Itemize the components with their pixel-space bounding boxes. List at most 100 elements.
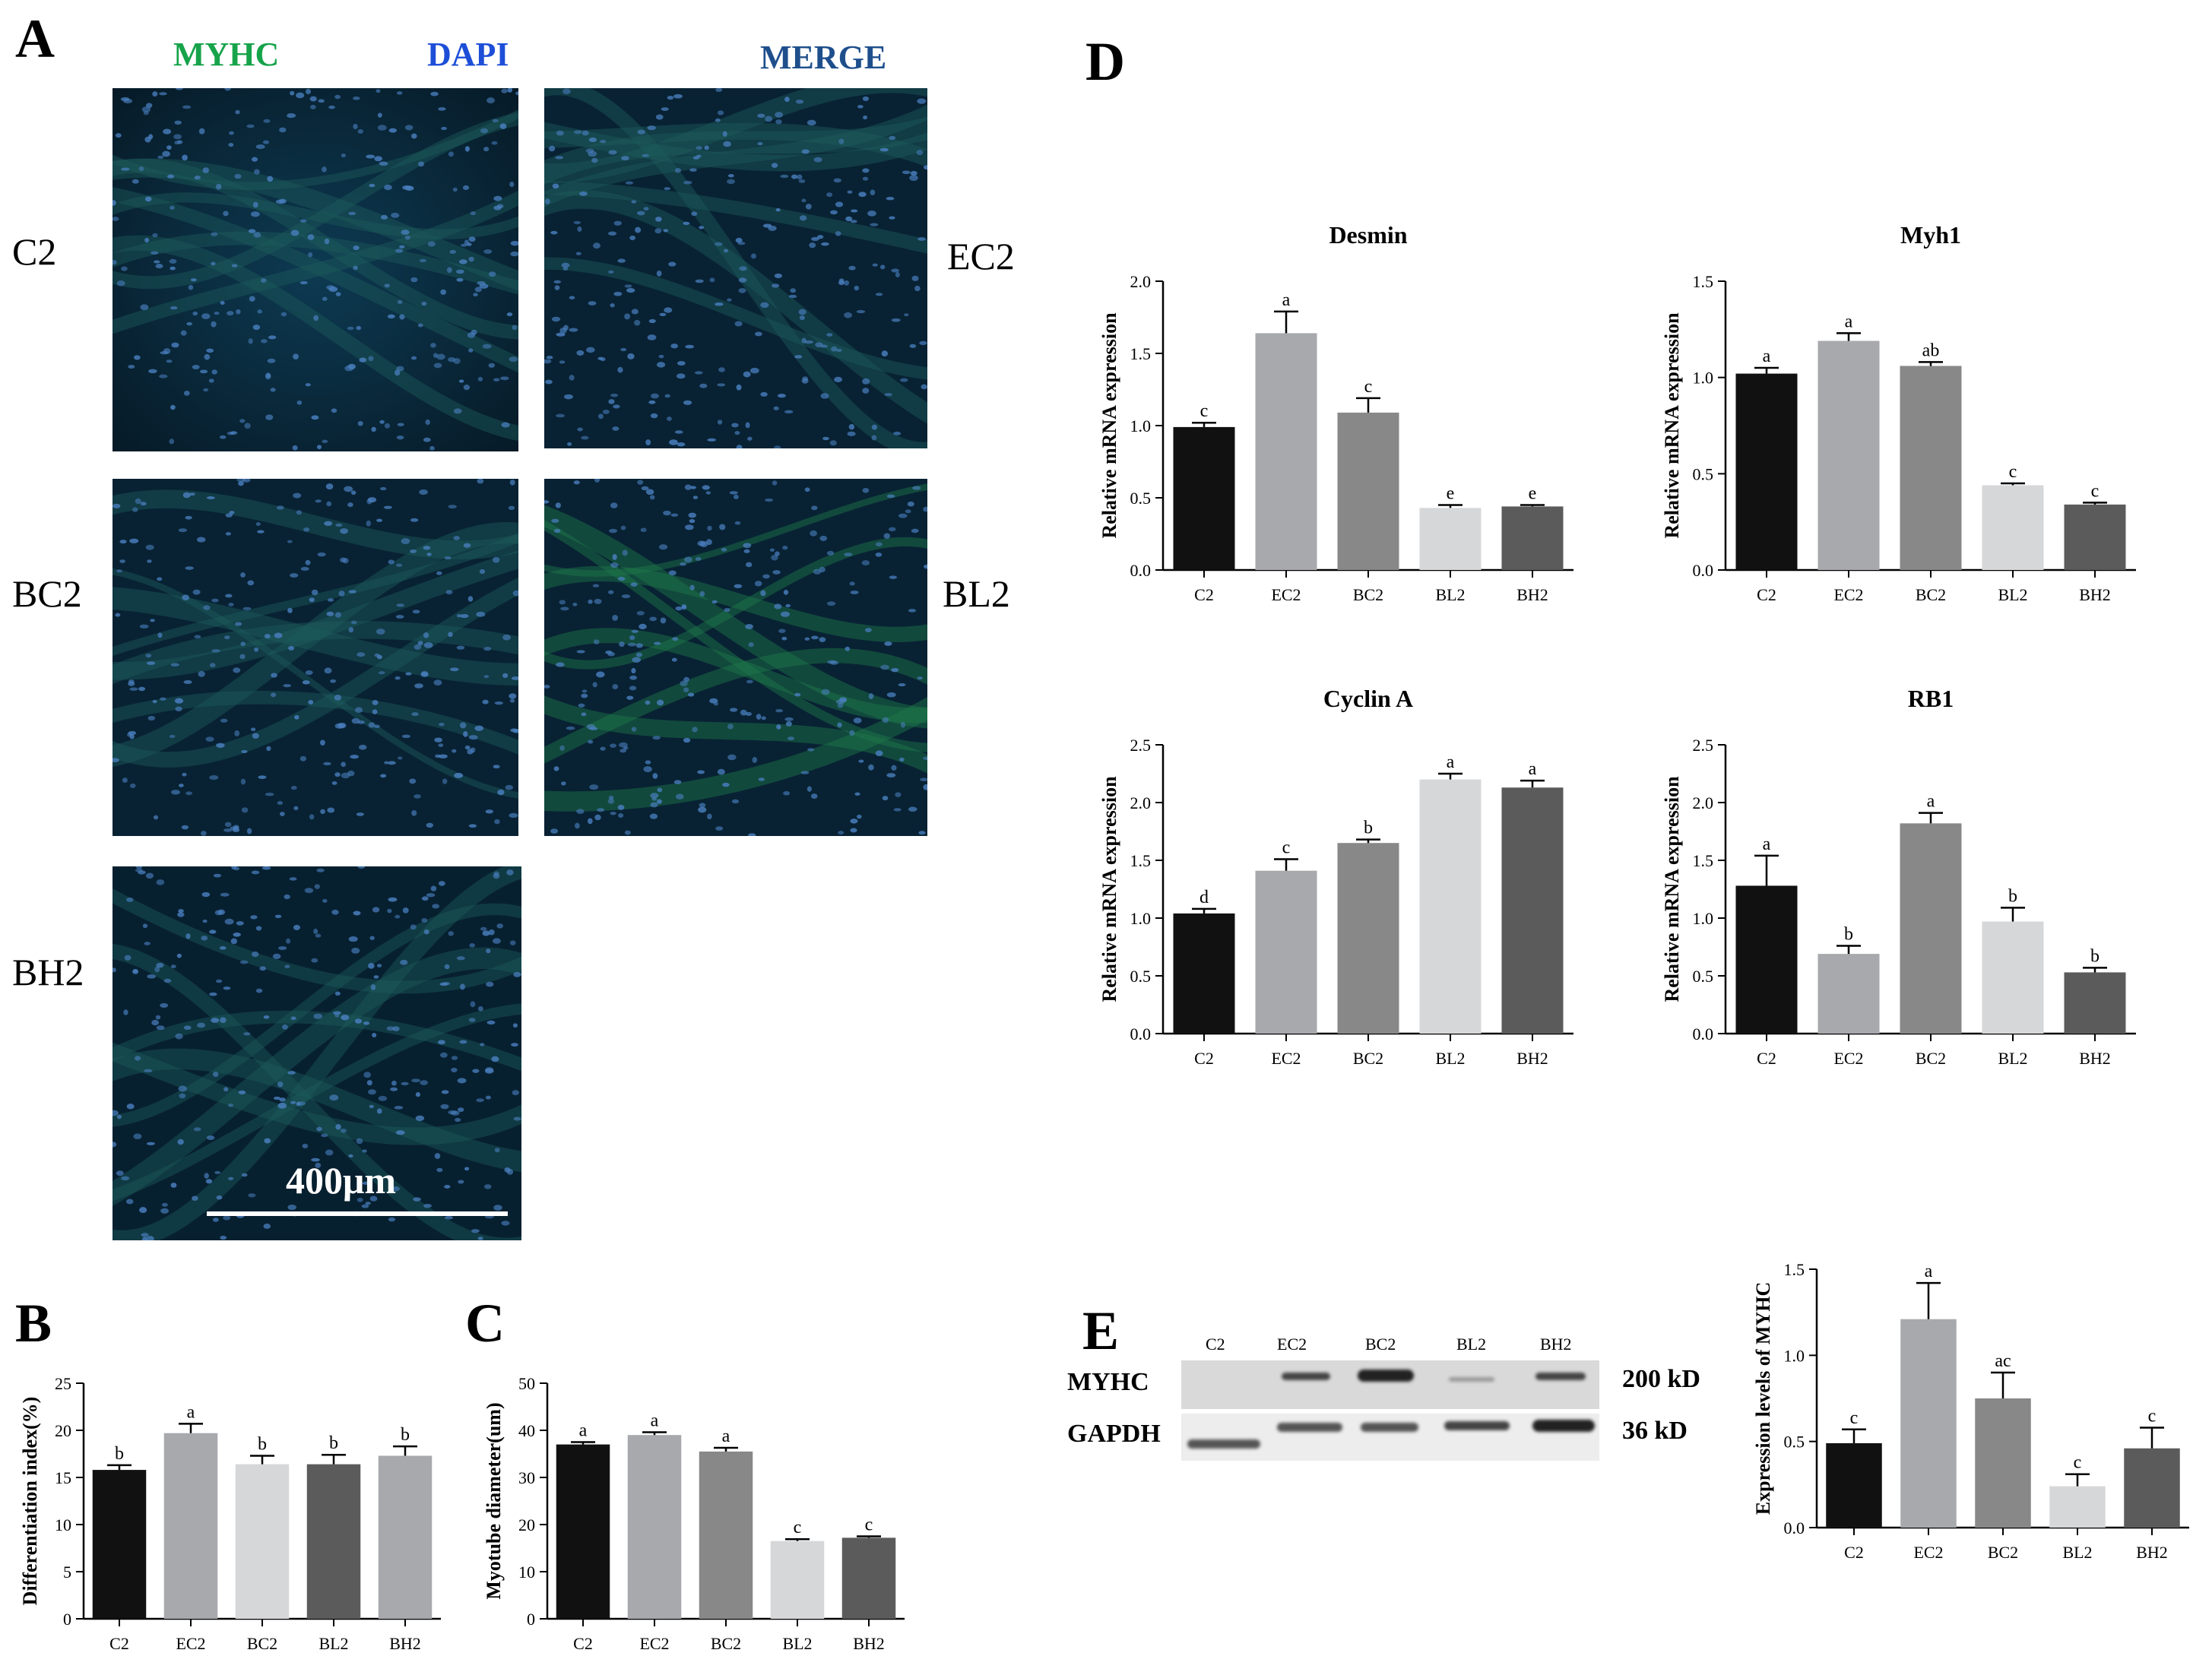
chart-cyclin-a: Cyclin A 0.0 0.5 1.0 1.5 2.0 2.5 d C2 c EC2 b BC2 a BL… bbox=[1098, 685, 1573, 1068]
sig-letter-d-desmin-c2: c bbox=[1200, 401, 1209, 421]
x-tick-label-d-cyclina-c2: C2 bbox=[1194, 1049, 1214, 1068]
row-label-bl2: BL2 bbox=[943, 572, 1010, 615]
row-label-c2: C2 bbox=[12, 230, 57, 273]
x-tick-label-d-desmin-bc2: BC2 bbox=[1353, 585, 1383, 604]
sig-letter-d-desmin-bc2: c bbox=[1364, 377, 1373, 397]
x-tick-label-e-bc2: BC2 bbox=[1988, 1543, 2018, 1562]
x-tick-label-d-rb1-bl2: BL2 bbox=[1998, 1049, 2027, 1068]
x-tick-label-e-bh2: BH2 bbox=[2136, 1543, 2168, 1562]
y-tick-label-b-0: 0 bbox=[63, 1610, 71, 1629]
y-tick-label-d-cyclina-1: 0.5 bbox=[1130, 967, 1152, 986]
y-tick-label-d-desmin-3: 1.5 bbox=[1130, 344, 1152, 363]
blot-strip-gapdh bbox=[1181, 1414, 1599, 1461]
sig-letter-d-cyclina-bc2: b bbox=[1364, 819, 1373, 838]
blot-strip-myhc bbox=[1181, 1360, 1599, 1409]
channel-label-merge: MERGE bbox=[760, 39, 887, 76]
sig-letter-d-cyclina-ec2: c bbox=[1282, 838, 1291, 857]
sig-letter-b-c2: b bbox=[115, 1444, 124, 1464]
bar-c-c2 bbox=[556, 1444, 610, 1619]
bar-d-rb1-bh2 bbox=[2064, 972, 2126, 1034]
sig-letter-d-desmin-bl2: e bbox=[1447, 484, 1455, 504]
y-axis-label-b: Differentiation index(%) bbox=[19, 1397, 41, 1606]
bar-d-desmin-ec2 bbox=[1255, 333, 1317, 570]
bar-d-rb1-ec2 bbox=[1817, 954, 1880, 1034]
y-tick-label-d-rb1-2: 1.0 bbox=[1693, 909, 1714, 928]
y-tick-label-c-2: 20 bbox=[518, 1515, 535, 1534]
x-tick-label-d-desmin-c2: C2 bbox=[1194, 585, 1214, 604]
micrograph-bl2 bbox=[544, 479, 927, 836]
y-tick-label-d-myh1-0: 0.0 bbox=[1693, 561, 1714, 580]
panel-letter-a: A bbox=[15, 8, 55, 69]
y-tick-label-c-5: 50 bbox=[518, 1374, 535, 1393]
y-tick-label-b-5: 25 bbox=[55, 1374, 71, 1393]
sig-letter-d-rb1-bl2: b bbox=[2008, 886, 2017, 906]
x-tick-label-d-cyclina-bh2: BH2 bbox=[1516, 1049, 1548, 1068]
bar-e-bh2 bbox=[2124, 1448, 2180, 1528]
y-tick-label-d-myh1-3: 1.5 bbox=[1693, 272, 1714, 291]
blot-band-gapdh-c2 bbox=[1187, 1439, 1260, 1449]
y-tick-label-d-myh1-1: 0.5 bbox=[1693, 464, 1714, 483]
x-tick-label-b-bh2: BH2 bbox=[389, 1634, 421, 1653]
bar-d-myh1-bh2 bbox=[2064, 504, 2126, 570]
row-label-bc2: BC2 bbox=[12, 572, 82, 615]
x-tick-label-d-myh1-bc2: BC2 bbox=[1916, 585, 1946, 604]
sig-letter-d-rb1-c2: a bbox=[1763, 834, 1771, 854]
x-tick-label-b-bl2: BL2 bbox=[318, 1634, 348, 1653]
y-tick-label-d-rb1-4: 2.0 bbox=[1693, 793, 1714, 812]
y-tick-label-d-desmin-0: 0.0 bbox=[1130, 561, 1152, 580]
sig-letter-d-rb1-bc2: a bbox=[1927, 792, 1935, 812]
bar-b-bh2 bbox=[378, 1455, 433, 1619]
x-tick-label-c-bh2: BH2 bbox=[853, 1634, 885, 1653]
x-tick-label-e-ec2: EC2 bbox=[1913, 1543, 1943, 1562]
y-tick-label-d-cyclina-4: 2.0 bbox=[1130, 793, 1152, 812]
blot-band-myhc-bl2 bbox=[1449, 1377, 1494, 1382]
blot-label-myhc: MYHC bbox=[1067, 1368, 1149, 1396]
blot-lane-bl2: BL2 bbox=[1456, 1335, 1487, 1354]
sig-letter-d-rb1-bh2: b bbox=[2090, 946, 2099, 966]
chart-myotube-diameter: 0 10 20 30 40 50 a C2 a EC2 a BC2 c BL2 c BH2 Myotube di… bbox=[483, 1374, 905, 1653]
chart-title-d-cyclina: Cyclin A bbox=[1323, 685, 1413, 712]
scale-bar bbox=[207, 1211, 508, 1216]
y-tick-label-b-4: 20 bbox=[55, 1421, 71, 1440]
bar-d-desmin-bh2 bbox=[1501, 506, 1564, 570]
bar-b-bc2 bbox=[235, 1464, 290, 1619]
x-tick-label-b-bc2: BC2 bbox=[247, 1634, 277, 1653]
micrograph-ec2 bbox=[544, 88, 927, 448]
sig-letter-e-ec2: a bbox=[1925, 1262, 1933, 1281]
sig-letter-b-bl2: b bbox=[329, 1433, 338, 1453]
y-tick-label-d-rb1-5: 2.5 bbox=[1693, 736, 1714, 755]
sig-letter-e-c2: c bbox=[1850, 1408, 1859, 1428]
chart-rb1: RB1 0.0 0.5 1.0 1.5 2.0 2.5 a C2 b EC2 a BC2 b BL2 b BH2… bbox=[1661, 685, 2136, 1068]
bar-d-cyclina-bl2 bbox=[1419, 779, 1482, 1034]
chart-title-d-myh1: Myh1 bbox=[1900, 221, 1961, 249]
bar-c-bc2 bbox=[699, 1451, 753, 1619]
blot-lane-bc2: BC2 bbox=[1365, 1335, 1396, 1354]
y-tick-label-d-cyclina-3: 1.5 bbox=[1130, 851, 1152, 870]
x-tick-label-c-c2: C2 bbox=[573, 1634, 593, 1653]
bar-d-desmin-c2 bbox=[1173, 426, 1235, 570]
blot-band-myhc-ec2 bbox=[1282, 1373, 1330, 1380]
sig-letter-d-cyclina-bh2: a bbox=[1529, 759, 1537, 779]
sig-letter-d-myh1-bh2: c bbox=[2091, 481, 2099, 501]
micrograph-c2 bbox=[113, 88, 518, 451]
x-tick-label-e-bl2: BL2 bbox=[2062, 1543, 2092, 1562]
bar-e-bc2 bbox=[1975, 1398, 2031, 1528]
bar-d-myh1-bc2 bbox=[1900, 366, 1962, 570]
bar-c-ec2 bbox=[627, 1435, 682, 1619]
bar-e-c2 bbox=[1826, 1442, 1882, 1528]
x-tick-label-d-rb1-bc2: BC2 bbox=[1916, 1049, 1946, 1068]
sig-letter-d-myh1-bc2: ab bbox=[1922, 340, 1940, 360]
y-tick-label-d-cyclina-2: 1.0 bbox=[1130, 909, 1152, 928]
y-tick-label-e-0: 0.0 bbox=[1784, 1518, 1805, 1537]
y-axis-label-d-myh1: Relative mRNA expression bbox=[1661, 312, 1683, 539]
y-tick-label-d-cyclina-0: 0.0 bbox=[1130, 1024, 1152, 1043]
x-tick-label-d-myh1-bh2: BH2 bbox=[2079, 585, 2111, 604]
blot-band-myhc-bc2 bbox=[1358, 1370, 1414, 1382]
sig-letter-c-bc2: a bbox=[722, 1427, 730, 1446]
x-tick-label-b-ec2: EC2 bbox=[176, 1634, 205, 1653]
sig-letter-d-rb1-ec2: b bbox=[1844, 924, 1853, 944]
bar-d-myh1-ec2 bbox=[1817, 340, 1880, 570]
sig-letter-b-bh2: b bbox=[401, 1425, 410, 1445]
bar-d-cyclina-bh2 bbox=[1501, 787, 1564, 1034]
micrograph-bc2-texture bbox=[113, 479, 518, 836]
